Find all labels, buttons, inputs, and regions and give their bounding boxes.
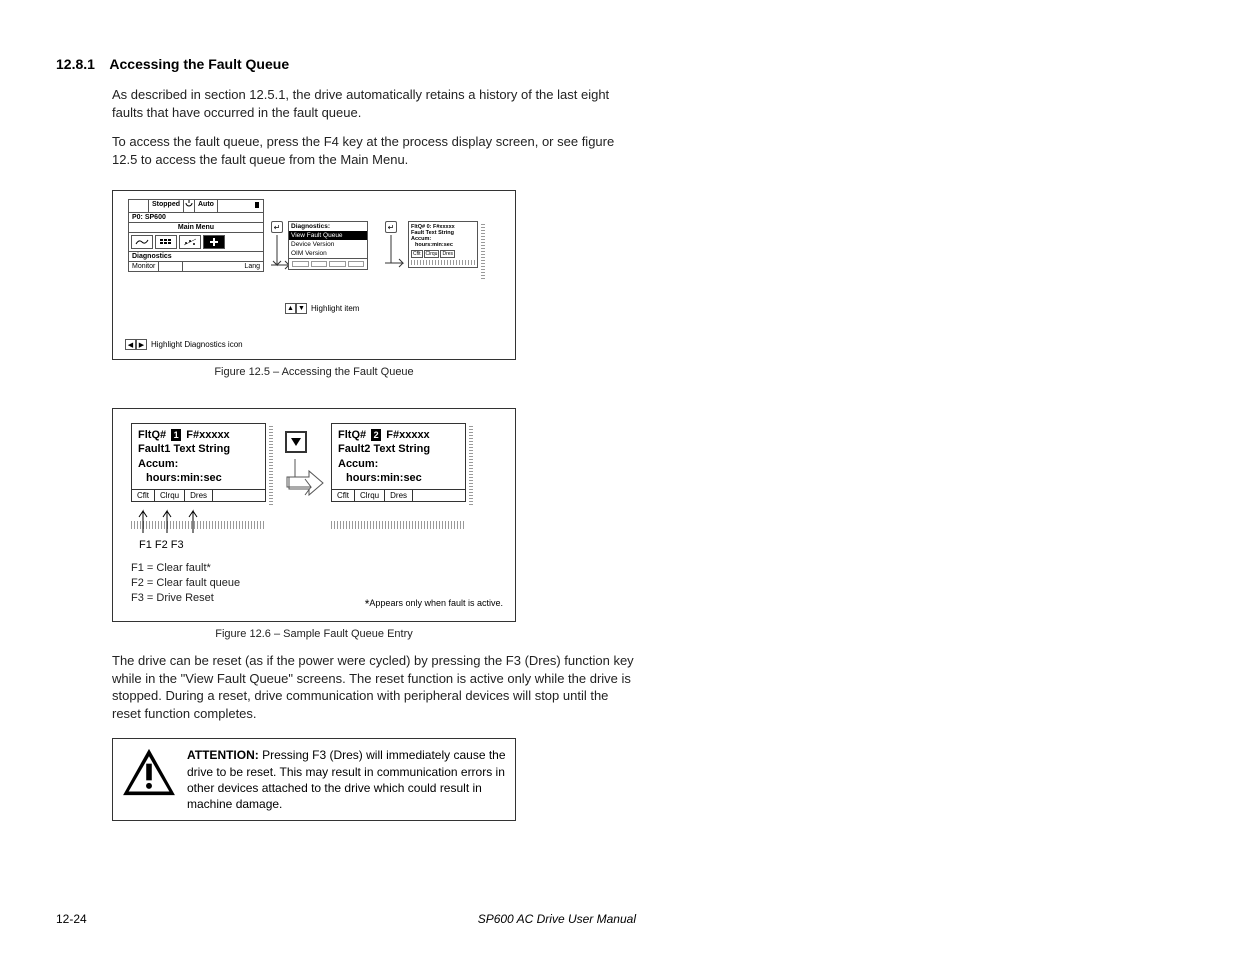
fault-panel-1: FltQ# 1 F#xxxxx Fault1 Text String Accum… [131, 423, 266, 502]
status-end [218, 200, 263, 212]
section-number: 12.8.1 [56, 56, 95, 72]
up-arrow-icon: ▲ [285, 303, 296, 314]
status-blank [129, 200, 149, 212]
p2-lineD: hours:min:sec [338, 471, 459, 485]
mm-lang: Lang [183, 262, 263, 271]
p1-lineD: hours:min:sec [138, 471, 259, 485]
highlight-diag-note: ◀▶ Highlight Diagnostics icon [125, 339, 243, 350]
p1-b1: Cflt [132, 490, 155, 501]
diagnostics-panel: Diagnostics: View Fault Queue Device Ver… [288, 221, 368, 270]
p2-b3: Dres [385, 490, 413, 501]
highlight-item-text: Highlight item [311, 304, 359, 313]
p2-lineA2: F#xxxxx [386, 429, 429, 441]
fkey-arrows [137, 509, 217, 539]
fltmini-b2: Clrqu [424, 250, 440, 258]
fltmini-l4: hours:min:sec [411, 242, 475, 248]
fig125-caption: Figure 12.5 – Accessing the Fault Queue [112, 366, 516, 378]
section-heading: 12.8.1 Accessing the Fault Queue [56, 56, 636, 74]
page-footer: 12-24 SP600 AC Drive User Manual [56, 912, 636, 926]
main-menu-panel: Stopped Auto P0: SP600 Main Menu Diagnos… [128, 199, 264, 272]
diag-oim: OIM Version [289, 249, 367, 259]
p1-lineA: FltQ# [138, 429, 166, 441]
right-arrow-icon: ▶ [136, 339, 147, 350]
footnote-text: Appears only when fault is active. [369, 598, 503, 608]
f3-def: F3 = Drive Reset [131, 591, 240, 606]
mm-icon-scatter [179, 235, 201, 249]
footnote: *Appears only when fault is active. [365, 597, 503, 611]
diag-dev: Device Version [289, 240, 367, 249]
p1-num: 1 [171, 429, 181, 441]
warning-triangle-icon [121, 747, 177, 797]
manual-title: SP600 AC Drive User Manual [478, 912, 636, 926]
mm-diagnostics: Diagnostics [129, 252, 263, 262]
diag-view: View Fault Queue [289, 231, 367, 240]
enter-key-1: ↵ [271, 221, 283, 233]
flow-arrow-1 [271, 235, 289, 275]
mm-icon-grid [155, 235, 177, 249]
section-title: Accessing the Fault Queue [109, 56, 289, 72]
enter-key-2: ↵ [385, 221, 397, 233]
fkey-definitions: F1 = Clear fault* F2 = Clear fault queue… [131, 561, 240, 606]
mm-icon-row [129, 233, 263, 252]
figure-12-6: FltQ# 1 F#xxxxx Fault1 Text String Accum… [112, 408, 516, 622]
fltmini-b3: Dres [440, 250, 455, 258]
p2-lineA: FltQ# [338, 429, 366, 441]
left-arrow-icon: ◀ [125, 339, 136, 350]
fault-mini-panel: FltQ# 0: F#xxxxx Fault Text String Accum… [408, 221, 478, 268]
p0-line: P0: SP600 [129, 213, 263, 223]
down-arrow-icon: ▼ [296, 303, 307, 314]
big-flow-arrow [285, 459, 325, 499]
status-icon [184, 200, 195, 212]
attention-box: ATTENTION: Pressing F3 (Dres) will immed… [112, 738, 516, 821]
p1-lineC: Accum: [138, 457, 259, 471]
mm-icon-wave [131, 235, 153, 249]
p2-lineB: Fault2 Text String [338, 442, 459, 456]
paragraph-1: As described in section 12.5.1, the driv… [112, 86, 636, 121]
highlight-diag-text: Highlight Diagnostics icon [151, 340, 243, 349]
figure-12-5: Stopped Auto P0: SP600 Main Menu Diagnos… [112, 190, 516, 360]
paragraph-2: To access the fault queue, press the F4 … [112, 133, 636, 168]
down-button [285, 431, 307, 453]
attention-label: ATTENTION: [187, 748, 259, 762]
mm-monitor: Monitor [129, 262, 159, 271]
p1-b3: Dres [185, 490, 213, 501]
highlight-item-note: ▲▼ Highlight item [285, 303, 359, 314]
diag-hdr: Diagnostics: [289, 222, 367, 231]
f1-def: F1 = Clear fault* [131, 561, 240, 576]
fault-panel-2: FltQ# 2 F#xxxxx Fault2 Text String Accum… [331, 423, 466, 502]
fltmini-b1: Cflt [411, 250, 423, 258]
status-auto: Auto [195, 200, 218, 212]
fkey-labels: F1 F2 F3 [139, 539, 184, 551]
mm-icon-plus [203, 235, 225, 249]
attention-text: ATTENTION: Pressing F3 (Dres) will immed… [187, 747, 507, 812]
p1-lineB: Fault1 Text String [138, 442, 259, 456]
p1-lineA2: F#xxxxx [186, 429, 229, 441]
paragraph-3: The drive can be reset (as if the power … [112, 652, 636, 722]
p1-b2: Clrqu [155, 490, 185, 501]
flow-arrow-2 [385, 235, 405, 275]
mainmenu-title: Main Menu [129, 223, 263, 233]
p2-num: 2 [371, 429, 381, 441]
p2-b1: Cflt [332, 490, 355, 501]
f2-def: F2 = Clear fault queue [131, 576, 240, 591]
p2-lineC: Accum: [338, 457, 459, 471]
p2-b2: Clrqu [355, 490, 385, 501]
fig126-caption: Figure 12.6 – Sample Fault Queue Entry [112, 628, 516, 640]
page-number: 12-24 [56, 912, 87, 926]
status-stopped: Stopped [149, 200, 184, 212]
